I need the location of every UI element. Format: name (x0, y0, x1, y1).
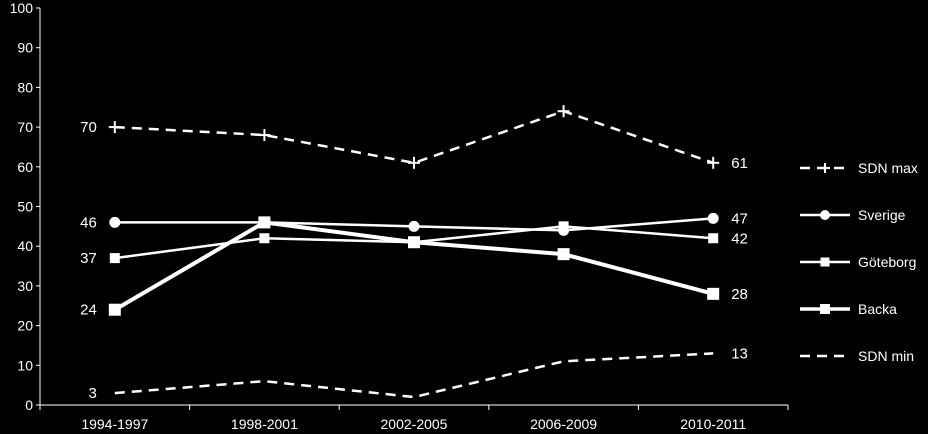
chart-axes (36, 7, 789, 410)
y-tick-label: 90 (17, 40, 33, 56)
legend-label-sdn-max: SDN max (858, 160, 918, 176)
data-point-goteborg (708, 233, 719, 244)
y-tick-label: 10 (17, 357, 33, 373)
data-point-sdn-max (557, 105, 570, 118)
x-tick-label: 1994-1997 (81, 416, 148, 432)
data-label-sdn-min: 3 (88, 385, 96, 402)
legend-label-backa: Backa (858, 301, 897, 317)
data-labels: 70 61 46 47 37 42 24 28 3 13 (80, 119, 748, 402)
legend-marker-goteborg (820, 257, 830, 267)
data-point-sdn-max (258, 129, 271, 142)
data-point-goteborg (558, 221, 569, 232)
legend-item-backa: Backa (800, 301, 897, 317)
data-point-backa (707, 287, 720, 300)
data-point-sverige (109, 216, 121, 228)
data-point-backa (258, 216, 271, 229)
data-point-backa (557, 248, 570, 261)
data-point-sdn-max (108, 121, 121, 134)
data-label-goteborg: 37 (80, 250, 97, 267)
data-point-goteborg (109, 253, 120, 264)
legend-marker-backa (820, 304, 830, 314)
data-point-sverige (408, 220, 420, 232)
y-tick-label: 60 (17, 159, 33, 175)
series-line-sdn-min (114, 352, 714, 399)
y-tick-label: 50 (17, 199, 33, 215)
legend-label-goteborg: Göteborg (858, 254, 916, 270)
data-label-sdn-min: 13 (731, 345, 748, 362)
series-lines (113, 109, 714, 399)
legend-item-sdn-min: SDN min (800, 348, 914, 364)
data-label-sverige: 46 (80, 214, 97, 231)
x-tick-label: 2010-2011 (680, 416, 746, 432)
data-point-sdn-max (408, 156, 420, 169)
data-label-goteborg: 42 (731, 230, 748, 247)
legend-item-sverige: Sverige (800, 207, 906, 223)
x-tick-label: 2006-2009 (530, 416, 597, 432)
y-tick-label: 70 (17, 119, 33, 135)
x-axis-tick-labels: 1994-1997 1998-2001 2002-2005 2006-2009 2010… (81, 416, 746, 432)
x-tick-label: 2002-2005 (381, 416, 448, 432)
y-tick-label: 100 (10, 0, 34, 16)
data-point-goteborg (259, 233, 270, 244)
legend-label-sverige: Sverige (858, 207, 906, 223)
x-tick-label: 1998-2001 (231, 416, 298, 432)
series-markers (108, 105, 720, 316)
data-label-backa: 28 (731, 286, 748, 303)
data-point-backa (408, 236, 420, 249)
legend-item-sdn-max: SDN max (800, 160, 918, 176)
data-label-sdn-max: 61 (731, 155, 748, 172)
y-tick-label: 20 (17, 318, 33, 334)
y-tick-label: 40 (17, 238, 33, 254)
y-tick-label: 0 (25, 397, 33, 413)
y-tick-label: 80 (17, 79, 33, 95)
legend-marker-sverige (820, 210, 830, 220)
series-line-backa (113, 220, 714, 312)
data-label-sdn-max: 70 (80, 119, 97, 136)
legend-marker-sdn-max (820, 163, 830, 173)
y-tick-label: 30 (17, 278, 33, 294)
data-point-backa (108, 303, 121, 316)
data-point-sdn-max (707, 156, 720, 169)
data-label-sverige: 47 (731, 210, 748, 227)
legend: SDN max Sverige Göteborg Backa SDN min (800, 160, 918, 364)
y-axis-tick-labels: 0 10 20 30 40 50 60 70 80 90 100 (10, 0, 34, 413)
legend-label-sdn-min: SDN min (858, 348, 914, 364)
data-point-sverige (707, 212, 719, 224)
series-line-sdn-max (114, 109, 714, 165)
legend-item-goteborg: Göteborg (800, 254, 916, 270)
data-label-backa: 24 (80, 302, 97, 319)
